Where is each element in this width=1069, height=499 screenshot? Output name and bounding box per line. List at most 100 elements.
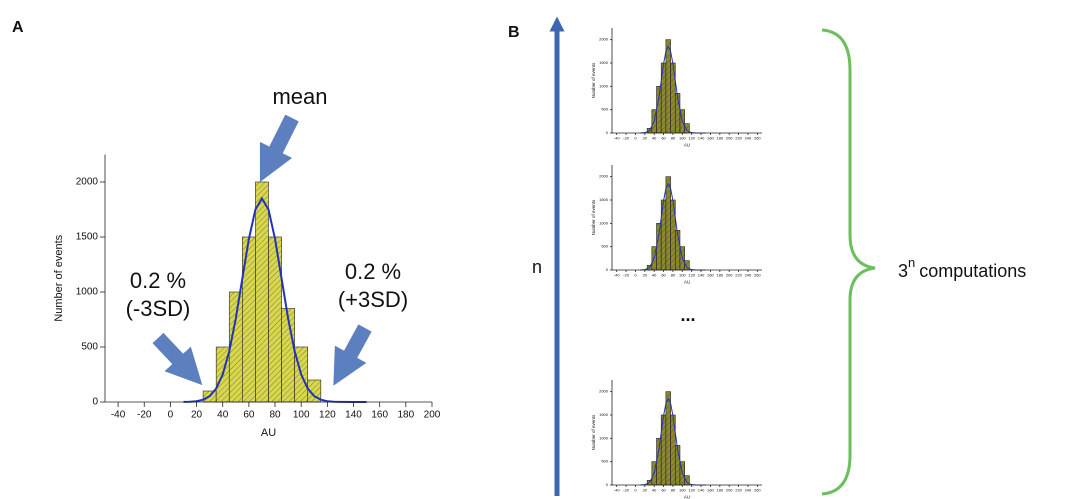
bar-hatch	[661, 200, 666, 270]
fit-curve	[640, 397, 706, 486]
fit-curve	[183, 196, 367, 403]
annotation: 0.2 %	[130, 268, 186, 293]
x-tick-label: 60	[243, 410, 255, 421]
x-tick-label: 100	[293, 410, 310, 421]
fit-curve	[640, 45, 706, 134]
bar-hatch	[656, 438, 662, 485]
bar-hatch	[675, 445, 680, 485]
x-axis-label: AU	[684, 495, 690, 499]
x-tick-label: 80	[269, 410, 281, 421]
x-tick-label: 140	[698, 487, 705, 492]
x-tick-label: 120	[319, 410, 336, 421]
x-axis-label: AU	[684, 143, 690, 148]
x-tick-label: 240	[745, 487, 752, 492]
x-tick-label: -20	[623, 272, 630, 277]
bar-hatch	[661, 63, 666, 133]
bar-hatch	[675, 93, 680, 133]
y-tick-label: 500	[601, 107, 608, 112]
computations-label: 3n computations	[898, 255, 1026, 280]
x-tick-label: 120	[688, 487, 695, 492]
y-tick-label: 0	[92, 397, 98, 408]
x-tick-label: 20	[191, 410, 203, 421]
y-tick-label: 2000	[599, 174, 609, 179]
y-tick-label: 1500	[599, 412, 609, 417]
x-tick-label: 100	[679, 272, 686, 277]
bar-hatch	[307, 380, 321, 402]
x-tick-label: 160	[371, 410, 388, 421]
x-tick-label: 220	[735, 272, 742, 277]
x-tick-label: 160	[707, 487, 714, 492]
x-tick-label: 220	[735, 135, 742, 140]
fit-curve	[640, 182, 706, 271]
bar-hatch	[656, 223, 662, 270]
x-tick-label: 20	[643, 487, 648, 492]
x-tick-label: -40	[614, 272, 621, 277]
x-tick-label: 260	[754, 487, 761, 492]
arrow	[259, 114, 299, 183]
bar-hatch	[675, 230, 680, 270]
x-tick-label: 140	[345, 410, 362, 421]
x-tick-label: 80	[671, 487, 676, 492]
bar-hatch	[670, 63, 676, 133]
x-tick-label: 40	[652, 135, 657, 140]
arrow	[152, 332, 203, 386]
x-tick-label: 200	[726, 272, 733, 277]
x-tick-label: 40	[652, 487, 657, 492]
x-axis-label: AU	[261, 427, 276, 439]
bar-hatch	[684, 475, 690, 485]
y-tick-label: 1000	[599, 220, 609, 225]
annotation: mean	[272, 84, 327, 109]
x-tick-label: 260	[754, 272, 761, 277]
panel-label: A	[12, 19, 24, 36]
x-tick-label: 0	[634, 487, 637, 492]
x-tick-label: -20	[623, 135, 630, 140]
y-tick-label: 0	[606, 267, 609, 272]
x-tick-label: 100	[679, 135, 686, 140]
y-axis-label: Number of events	[53, 234, 65, 321]
bar-hatch	[665, 176, 671, 270]
bar-hatch	[670, 415, 676, 485]
y-axis-label: Number of events	[591, 62, 596, 98]
y-tick-label: 1000	[599, 435, 609, 440]
x-tick-label: 200	[726, 135, 733, 140]
y-tick-label: 1500	[599, 60, 609, 65]
annotation-arrows	[152, 16, 876, 496]
y-tick-label: 500	[601, 244, 608, 249]
annotation: n	[532, 257, 542, 277]
y-tick-label: 2000	[76, 177, 99, 188]
x-tick-label: 0	[634, 272, 637, 277]
x-tick-label: 60	[661, 487, 666, 492]
y-tick-label: 500	[601, 459, 608, 464]
x-tick-label: 260	[754, 135, 761, 140]
x-tick-label: 60	[661, 135, 666, 140]
x-tick-label: 180	[716, 487, 723, 492]
bar-hatch	[665, 39, 671, 133]
y-tick-label: 0	[606, 130, 609, 135]
x-tick-label: 160	[707, 135, 714, 140]
x-tick-label: 180	[716, 135, 723, 140]
bar-hatch	[665, 391, 671, 485]
panel-label: B	[508, 24, 520, 41]
annotation: 3	[898, 261, 908, 281]
x-tick-label: 120	[688, 135, 695, 140]
annotation: ...	[680, 305, 695, 325]
y-tick-label: 0	[606, 482, 609, 487]
annotation: (+3SD)	[338, 287, 408, 312]
x-tick-label: 180	[716, 272, 723, 277]
y-tick-label: 1000	[76, 287, 99, 298]
y-tick-label: 2000	[599, 37, 609, 42]
y-tick-label: 500	[81, 342, 98, 353]
y-tick-label: 1500	[76, 232, 99, 243]
bar-hatch	[661, 415, 666, 485]
x-tick-label: 120	[688, 272, 695, 277]
x-tick-label: -40	[614, 487, 621, 492]
x-tick-label: 160	[707, 272, 714, 277]
x-tick-label: 40	[217, 410, 229, 421]
x-tick-label: 220	[735, 487, 742, 492]
bar-hatch	[242, 237, 256, 402]
